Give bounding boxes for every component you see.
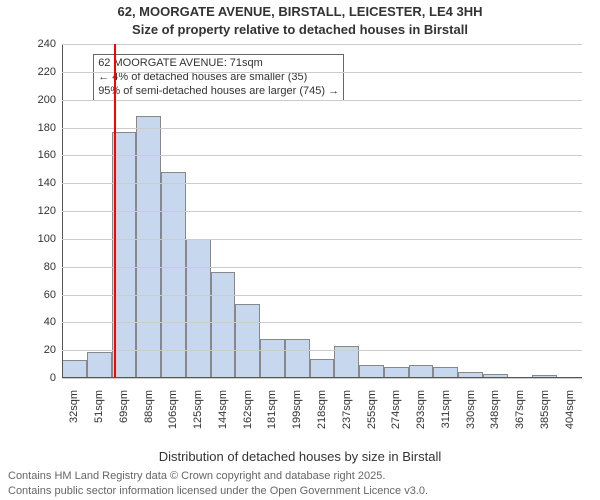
x-tick-label: 144sqm xyxy=(217,390,229,440)
grid-line xyxy=(62,128,582,129)
grid-line xyxy=(62,155,582,156)
x-tick-label: 106sqm xyxy=(167,390,179,440)
annotation-box: 62 MOORGATE AVENUE: 71sqm ← 4% of detach… xyxy=(93,54,344,101)
grid-line xyxy=(62,183,582,184)
annotation-line-2: ← 4% of detached houses are smaller (35) xyxy=(98,71,339,85)
attribution-footer: Contains HM Land Registry data © Crown c… xyxy=(8,469,428,498)
grid-line xyxy=(62,378,582,379)
y-tick-label: 60 xyxy=(0,289,56,301)
y-tick-label: 80 xyxy=(0,261,56,273)
x-tick-label: 162sqm xyxy=(242,390,254,440)
annotation-line-1: 62 MOORGATE AVENUE: 71sqm xyxy=(98,57,339,71)
y-tick-label: 220 xyxy=(0,66,56,78)
footer-line-1: Contains HM Land Registry data © Crown c… xyxy=(8,469,428,483)
x-tick-label: 218sqm xyxy=(316,390,328,440)
x-tick-label: 255sqm xyxy=(366,390,378,440)
histogram-bar xyxy=(235,304,260,378)
x-tick-label: 293sqm xyxy=(415,390,427,440)
y-tick-label: 140 xyxy=(0,177,56,189)
grid-line xyxy=(62,322,582,323)
x-tick-label: 125sqm xyxy=(192,390,204,440)
annotation-line-3: 95% of semi-detached houses are larger (… xyxy=(98,85,339,99)
x-tick-label: 237sqm xyxy=(341,390,353,440)
histogram-bar xyxy=(62,360,87,378)
histogram-bar xyxy=(285,339,310,378)
y-tick-label: 40 xyxy=(0,316,56,328)
plot-area: 62 MOORGATE AVENUE: 71sqm ← 4% of detach… xyxy=(62,44,582,378)
y-tick-label: 120 xyxy=(0,205,56,217)
chart-subtitle: Size of property relative to detached ho… xyxy=(0,22,600,37)
grid-line xyxy=(62,239,582,240)
grid-line xyxy=(62,100,582,101)
histogram-bar xyxy=(260,339,285,378)
grid-line xyxy=(62,295,582,296)
x-tick-label: 385sqm xyxy=(539,390,551,440)
marker-line xyxy=(114,44,116,378)
footer-line-2: Contains public sector information licen… xyxy=(8,484,428,498)
y-tick-label: 160 xyxy=(0,149,56,161)
x-tick-label: 88sqm xyxy=(143,390,155,440)
x-tick-label: 311sqm xyxy=(440,390,452,440)
chart-container: 62, MOORGATE AVENUE, BIRSTALL, LEICESTER… xyxy=(0,0,600,500)
grid-line xyxy=(62,44,582,45)
histogram-bar xyxy=(211,272,236,378)
x-tick-label: 51sqm xyxy=(93,390,105,440)
y-tick-label: 180 xyxy=(0,122,56,134)
x-axis-label: Distribution of detached houses by size … xyxy=(0,449,600,464)
x-tick-label: 348sqm xyxy=(489,390,501,440)
y-tick-label: 100 xyxy=(0,233,56,245)
y-tick-label: 0 xyxy=(0,372,56,384)
y-tick-label: 20 xyxy=(0,344,56,356)
y-tick-label: 200 xyxy=(0,94,56,106)
x-tick-label: 181sqm xyxy=(266,390,278,440)
grid-line xyxy=(62,72,582,73)
x-tick-label: 199sqm xyxy=(291,390,303,440)
histogram-bar xyxy=(161,172,186,378)
x-tick-label: 404sqm xyxy=(564,390,576,440)
histogram-bar xyxy=(310,359,335,378)
histogram-bar xyxy=(87,352,112,378)
x-tick-label: 32sqm xyxy=(68,390,80,440)
grid-line xyxy=(62,267,582,268)
x-tick-label: 367sqm xyxy=(514,390,526,440)
x-tick-label: 330sqm xyxy=(465,390,477,440)
x-tick-label: 69sqm xyxy=(118,390,130,440)
grid-line xyxy=(62,211,582,212)
y-tick-label: 240 xyxy=(0,38,56,50)
histogram-bar xyxy=(186,239,211,378)
x-tick-label: 274sqm xyxy=(390,390,402,440)
grid-line xyxy=(62,350,582,351)
chart-title: 62, MOORGATE AVENUE, BIRSTALL, LEICESTER… xyxy=(0,4,600,19)
